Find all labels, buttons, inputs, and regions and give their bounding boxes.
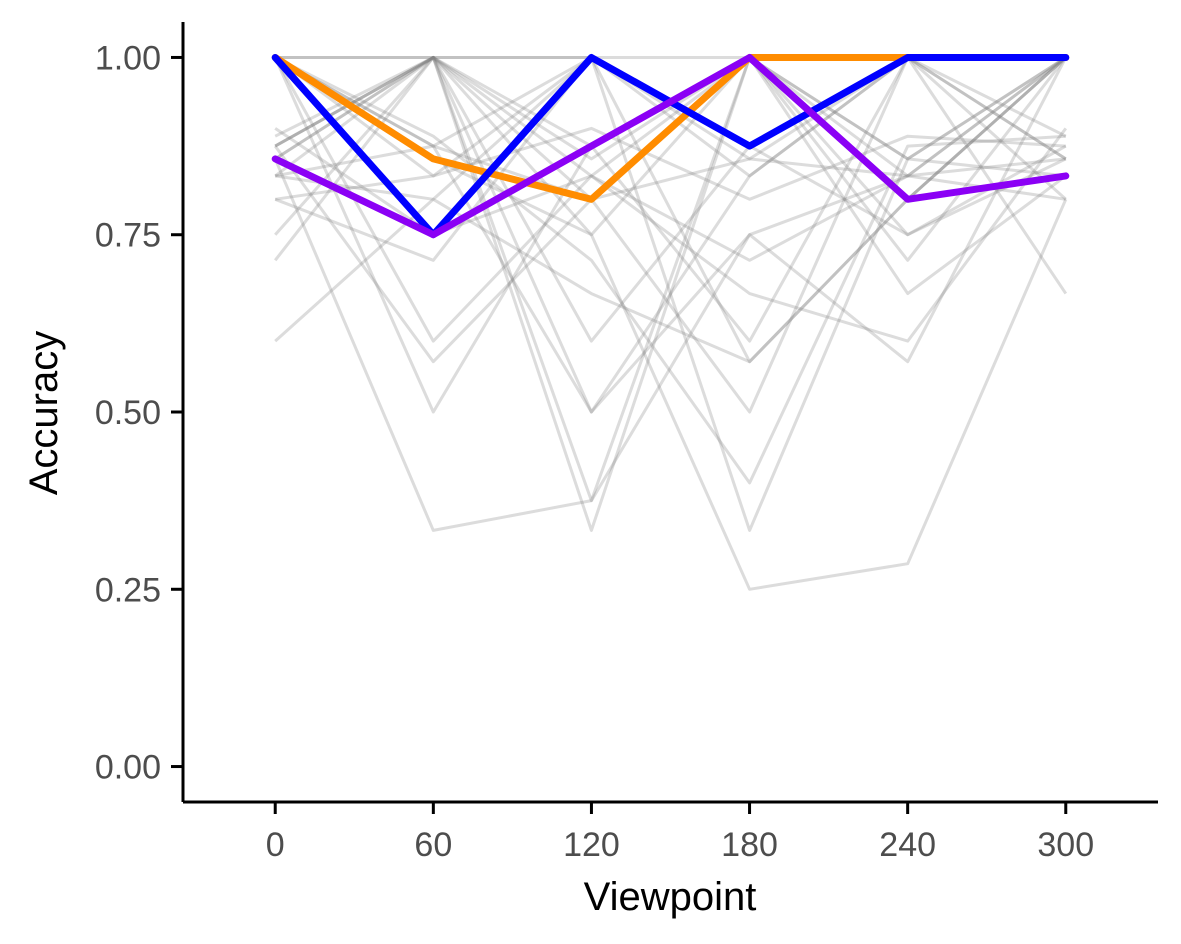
x-tick-label: 240 [879,826,936,864]
x-tick-label: 0 [266,826,285,864]
y-ticks-group: 0.00 0.25 0.50 0.75 1.00 [95,39,183,787]
x-tick-label: 180 [721,826,778,864]
highlight-series-line-3 [271,54,1070,239]
y-tick-label: 0.25 [95,571,161,609]
y-tick-label: 0.50 [95,394,161,432]
background-series-line-3 [274,56,1066,178]
background-series-line-15 [274,56,1067,532]
y-axis-title: Accuracy [22,331,66,496]
x-tick-label: 300 [1037,826,1094,864]
background-series-line-7 [274,56,1067,262]
background-series-line-14 [273,56,1067,414]
x-axis-title: Viewpoint [584,875,757,919]
background-series-line-25 [274,56,1067,414]
background-series-line-24 [274,144,1066,201]
background-series-line-18 [274,56,1068,503]
background-series-line-23 [274,126,1066,201]
background-series-line-19 [274,56,1066,485]
background-series-line-22 [273,56,1067,343]
background-series-line-26 [274,56,1067,364]
x-tick-label: 120 [563,826,620,864]
highlight-series-group [271,54,1070,239]
background-series-line-16 [273,56,1067,532]
x-ticks-group: 0 60 120 180 240 300 [266,802,1094,864]
x-tick-label: 60 [414,826,452,864]
y-tick-label: 1.00 [95,39,161,77]
background-series-line-21 [274,56,1067,343]
background-series-line-9 [274,56,1067,414]
background-series-line-5 [274,56,1067,201]
background-series-line-8 [274,56,1068,295]
background-series-line-20 [274,127,1068,343]
y-tick-label: 0.75 [95,217,161,255]
background-series-line-10 [274,56,1067,532]
y-tick-label: 0.00 [95,749,161,787]
background-series-line-11 [274,56,1067,414]
